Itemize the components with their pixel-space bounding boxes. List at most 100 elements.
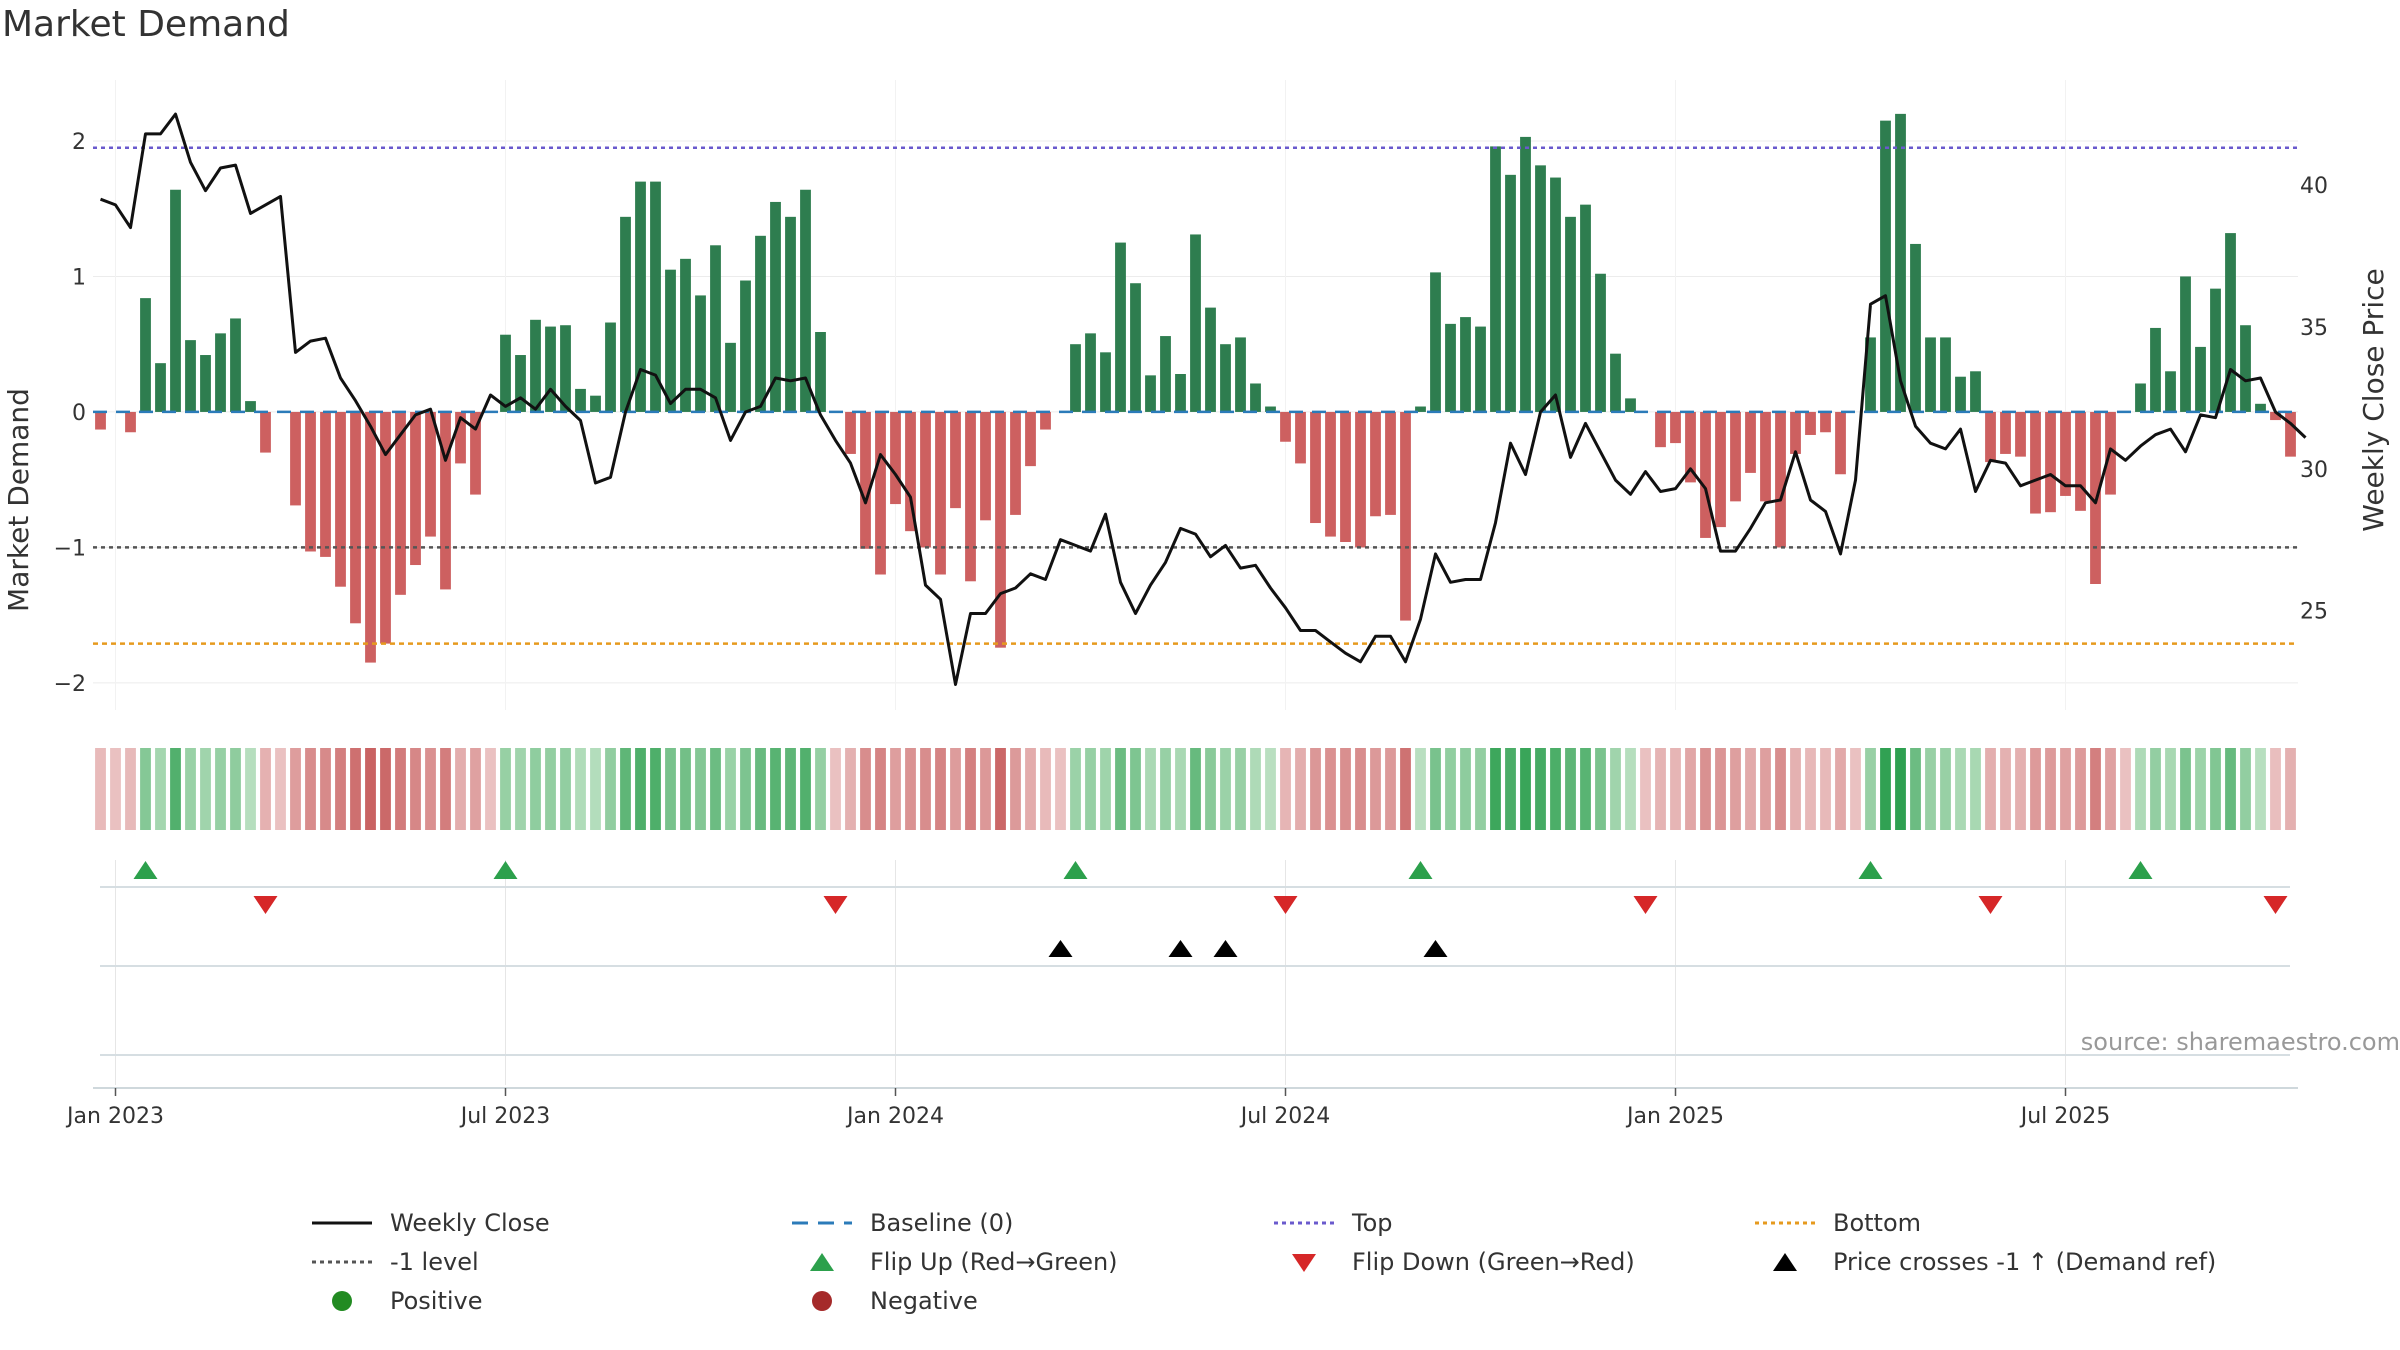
- heat-cell: [1775, 748, 1786, 830]
- heat-cell: [200, 748, 211, 830]
- negative-bar: [875, 411, 886, 575]
- positive-bar: [605, 322, 616, 412]
- heat-cell: [2225, 748, 2236, 830]
- heat-cell: [140, 748, 151, 830]
- heat-cell: [2045, 748, 2056, 830]
- positive-bar: [800, 189, 811, 412]
- positive-bar: [1460, 317, 1471, 412]
- positive-bar: [1550, 177, 1561, 412]
- positive-bar: [170, 189, 181, 412]
- negative-bar: [440, 411, 451, 590]
- positive-bar: [2240, 325, 2251, 412]
- positive-bar: [185, 340, 196, 412]
- positive-bar: [515, 355, 526, 412]
- heat-cell: [320, 748, 331, 830]
- heat-cell: [275, 748, 286, 830]
- price-cross-marker: [1168, 940, 1193, 957]
- flip-down-marker: [1273, 896, 1298, 914]
- negative-bar: [905, 411, 916, 532]
- positive-bar: [245, 401, 256, 412]
- negative-bar: [2030, 411, 2041, 514]
- heat-cell: [1415, 748, 1426, 830]
- positive-bar: [1565, 216, 1576, 412]
- chart-title: Market Demand: [2, 4, 290, 45]
- heat-cell: [1985, 748, 1996, 830]
- negative-bar: [2045, 411, 2056, 513]
- negative-bar: [455, 411, 466, 464]
- negative-bar: [920, 411, 931, 548]
- heat-cell: [1670, 748, 1681, 830]
- heat-cell: [470, 748, 481, 830]
- positive-bar: [1220, 344, 1231, 412]
- heat-cell: [1505, 748, 1516, 830]
- x-tick-label: Jul 2023: [459, 1104, 551, 1129]
- negative-bar: [860, 411, 871, 549]
- source-label: source: sharemaestro.com: [2081, 1028, 2400, 1056]
- positive-bar: [1190, 234, 1201, 412]
- negative-bar: [305, 411, 316, 552]
- negative-bar: [410, 411, 421, 566]
- heat-cell: [1115, 748, 1126, 830]
- positive-bar: [1505, 174, 1516, 412]
- positive-bar: [500, 334, 511, 412]
- negative-bar: [1340, 411, 1351, 542]
- heat-cell: [1400, 748, 1411, 830]
- heat-cell: [1550, 748, 1561, 830]
- heat-cell: [1445, 748, 1456, 830]
- heat-cell: [2075, 748, 2086, 830]
- negative-bar: [2285, 411, 2296, 457]
- negative-bar: [890, 411, 901, 505]
- flip-up-marker: [133, 861, 158, 879]
- negative-bar: [2075, 411, 2086, 511]
- price-cross-marker: [1423, 940, 1448, 957]
- weekly-close-line: [99, 112, 2307, 686]
- heat-cell: [965, 748, 976, 830]
- negative-bar: [2060, 411, 2071, 496]
- heat-cell: [815, 748, 826, 830]
- positive-bar: [1160, 336, 1171, 412]
- heat-cell: [1535, 748, 1546, 830]
- positive-bar: [665, 269, 676, 412]
- heat-cell: [1730, 748, 1741, 830]
- heat-cell: [1325, 748, 1336, 830]
- positive-bar: [710, 245, 721, 412]
- negative-bar: [935, 411, 946, 575]
- negative-bar: [1805, 411, 1816, 435]
- heat-cell: [1220, 748, 1231, 830]
- y2-tick-label: 35: [2300, 316, 2328, 341]
- heat-cell: [1085, 748, 1096, 830]
- positive-bar: [1970, 371, 1981, 412]
- demand-bars: [95, 113, 2296, 663]
- heat-cell: [1805, 748, 1816, 830]
- heat-cell: [2195, 748, 2206, 830]
- negative-bar: [2000, 411, 2011, 454]
- heat-cell: [2210, 748, 2221, 830]
- positive-bar: [1430, 272, 1441, 412]
- legend-flip-down-label: Flip Down (Green→Red): [1352, 1248, 1635, 1276]
- heat-cell: [1430, 748, 1441, 830]
- heat-cell: [1625, 748, 1636, 830]
- heat-cell: [680, 748, 691, 830]
- positive-bar: [2225, 233, 2236, 412]
- heat-cell: [1475, 748, 1486, 830]
- heat-cell: [485, 748, 496, 830]
- negative-bar: [1715, 411, 1726, 528]
- x-tick-label: Jan 2025: [1625, 1104, 1724, 1129]
- demand-heat-strip: [95, 748, 2296, 830]
- positive-bar: [560, 325, 571, 412]
- heat-cell: [890, 748, 901, 830]
- heat-cell: [1355, 748, 1366, 830]
- positive-bar: [1205, 307, 1216, 412]
- heat-cell: [875, 748, 886, 830]
- positive-bar: [650, 181, 661, 412]
- positive-bar: [1580, 204, 1591, 412]
- legend-baseline-label: Baseline (0): [870, 1209, 1014, 1237]
- heat-cell: [1370, 748, 1381, 830]
- positive-bar: [815, 332, 826, 412]
- heat-cell: [1190, 748, 1201, 830]
- positive-bar: [770, 201, 781, 412]
- heat-cell: [2165, 748, 2176, 830]
- heat-cell: [1610, 748, 1621, 830]
- positive-bar: [590, 395, 601, 412]
- positive-bar: [1880, 120, 1891, 412]
